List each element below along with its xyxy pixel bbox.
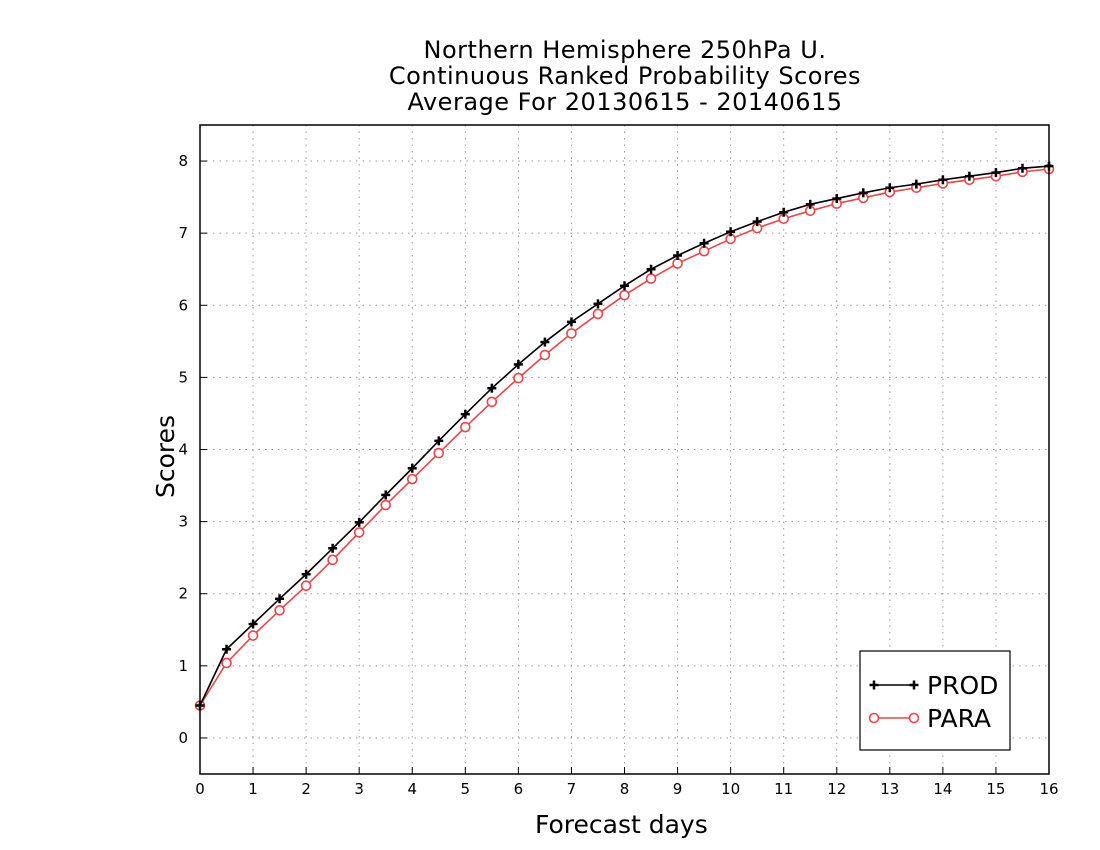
data-point-prod	[566, 317, 576, 327]
data-point-prod	[673, 251, 683, 261]
x-tick-label: 5	[461, 780, 471, 798]
data-point-prod	[620, 281, 629, 291]
data-point-prod	[434, 436, 444, 446]
legend-box	[859, 650, 1011, 751]
data-point-prod	[779, 207, 789, 217]
x-tick-label: 12	[827, 780, 846, 798]
data-point-prod	[646, 264, 656, 274]
legend-marker-start	[869, 680, 879, 690]
data-point-para	[274, 605, 285, 616]
y-tick-label: 6	[178, 296, 188, 314]
data-point-prod	[222, 644, 232, 654]
y-tick-label: 1	[178, 657, 188, 675]
data-point-prod	[513, 359, 523, 369]
data-point-para	[619, 289, 630, 301]
data-point-prod	[991, 168, 1001, 178]
x-tick-label: 4	[407, 780, 417, 798]
data-point-para	[513, 372, 524, 384]
x-tick-label: 10	[721, 780, 740, 798]
data-point-prod	[487, 383, 497, 393]
data-point-prod	[275, 594, 285, 604]
data-point-para	[672, 258, 683, 269]
data-point-para	[406, 473, 418, 485]
chart-title-line-3: Average For 20130615 - 20140615	[407, 88, 843, 116]
data-point-para	[592, 308, 604, 320]
series-line-prod	[199, 165, 1050, 706]
data-point-prod	[752, 217, 762, 227]
data-point-para	[300, 580, 312, 592]
data-point-prod	[301, 569, 311, 579]
y-tick-label: 0	[178, 729, 188, 747]
data-point-para	[353, 527, 365, 538]
data-point-prod	[911, 179, 921, 189]
legend-marker-end	[908, 712, 920, 724]
x-tick-label: 16	[1039, 780, 1058, 798]
series-prod	[195, 161, 1054, 710]
y-tick-label: 3	[178, 513, 188, 531]
data-point-prod	[1017, 163, 1027, 173]
data-point-prod	[805, 199, 815, 209]
data-point-para	[539, 349, 551, 361]
data-point-para	[221, 657, 232, 669]
data-point-prod	[858, 188, 868, 198]
series-layer	[194, 161, 1055, 711]
legend-marker-end	[909, 680, 919, 690]
data-point-prod	[726, 227, 736, 237]
y-tick-label: 2	[178, 585, 188, 603]
data-point-prod	[407, 463, 417, 473]
y-tick-label: 5	[178, 368, 188, 386]
x-tick-label: 14	[933, 780, 952, 798]
y-tick-label: 7	[178, 224, 188, 242]
legend-label-prod: PROD	[927, 671, 998, 700]
x-tick-label: 8	[620, 780, 630, 798]
data-point-prod	[593, 299, 603, 309]
data-point-para	[247, 630, 259, 641]
data-point-para	[380, 499, 392, 511]
data-point-prod	[381, 490, 391, 500]
data-point-para	[327, 554, 338, 566]
data-point-prod	[328, 543, 338, 553]
x-axis-title: Forecast days	[535, 810, 708, 839]
x-tick-label: 2	[301, 780, 311, 798]
chart-title-line-1: Northern Hemisphere 250hPa U.	[423, 36, 827, 64]
x-tick-label: 1	[248, 780, 258, 798]
legend-marker-start	[868, 712, 880, 724]
x-tick-label: 15	[986, 780, 1005, 798]
x-tick-label: 0	[195, 780, 205, 798]
x-tick-label: 11	[774, 780, 793, 798]
data-point-para	[486, 396, 498, 408]
data-point-para	[566, 328, 577, 339]
legend-item-para: PARA	[868, 704, 991, 733]
data-point-prod	[832, 194, 842, 204]
data-point-prod	[354, 517, 364, 527]
data-point-para	[645, 273, 657, 284]
data-point-para	[433, 447, 445, 459]
chart-title-line-2: Continuous Ranked Probability Scores	[388, 62, 862, 90]
x-tick-label: 7	[567, 780, 577, 798]
data-point-prod	[964, 171, 974, 181]
x-tick-label: 13	[880, 780, 899, 798]
x-tick-label: 3	[354, 780, 364, 798]
data-point-prod	[460, 409, 470, 419]
data-point-para	[460, 421, 471, 433]
legend-item-prod: PROD	[869, 671, 998, 700]
x-tick-label: 9	[673, 780, 683, 798]
legend-label-para: PARA	[927, 704, 991, 733]
data-point-prod	[540, 337, 550, 347]
data-point-prod	[885, 183, 895, 193]
y-tick-label: 8	[178, 152, 188, 170]
data-point-prod	[938, 175, 948, 185]
x-tick-label: 6	[514, 780, 524, 798]
data-point-para	[698, 245, 710, 257]
data-point-prod	[248, 619, 258, 629]
data-point-prod	[699, 238, 709, 248]
y-tick-label: 4	[178, 441, 188, 459]
legend: PROD PARA	[859, 650, 1011, 751]
